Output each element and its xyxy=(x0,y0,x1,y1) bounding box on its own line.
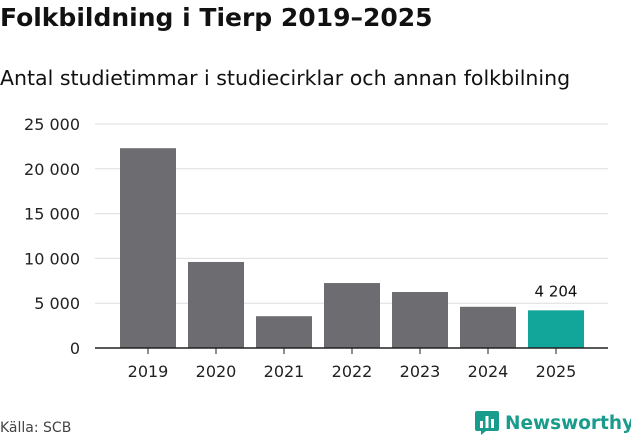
bar xyxy=(460,306,516,348)
bar xyxy=(120,148,176,348)
bar xyxy=(188,261,244,348)
y-tick-label: 5 000 xyxy=(34,294,80,313)
brand-logo: Newsworthy xyxy=(475,407,631,439)
x-tick-label: 2023 xyxy=(400,362,441,381)
x-tick-label: 2021 xyxy=(264,362,305,381)
y-tick-label: 10 000 xyxy=(24,249,80,268)
x-tick-label: 2024 xyxy=(468,362,509,381)
newsworthy-chart-bubble-icon xyxy=(475,411,499,435)
data-label: 4 204 xyxy=(535,282,578,300)
chart-subtitle: Antal studietimmar i studiecirklar och a… xyxy=(0,66,571,90)
y-tick-label: 20 000 xyxy=(24,160,80,179)
bar xyxy=(324,283,380,348)
x-tick-label: 2020 xyxy=(196,362,237,381)
x-tick-label: 2022 xyxy=(332,362,373,381)
x-tick-label: 2025 xyxy=(536,362,577,381)
bar xyxy=(256,316,312,348)
x-tick-label: 2019 xyxy=(128,362,169,381)
y-tick-label: 15 000 xyxy=(24,205,80,224)
bar xyxy=(392,292,448,348)
y-tick-label: 25 000 xyxy=(24,115,80,134)
bar xyxy=(528,310,584,348)
brand-name: Newsworthy xyxy=(505,412,631,434)
chart-title: Folkbildning i Tierp 2019–2025 xyxy=(0,3,433,32)
y-tick-label: 0 xyxy=(70,339,80,358)
bar-chart: 0 5 000 10 000 15 000 20 000 25 000 2019 2020 20… xyxy=(24,115,608,381)
source-note: Källa: SCB xyxy=(0,420,72,436)
